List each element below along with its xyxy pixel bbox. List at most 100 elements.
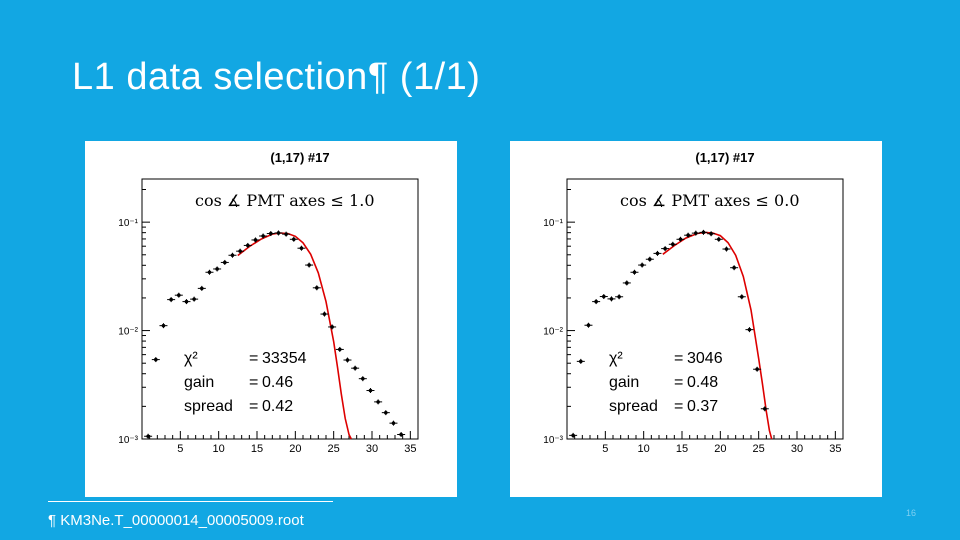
- x-tick-label: 35: [404, 443, 416, 455]
- data-marker: [161, 323, 166, 328]
- stat-equals: =: [674, 398, 683, 415]
- footnote: ¶ KM3Ne.T_00000014_00005009.root: [48, 512, 304, 529]
- data-point: [289, 236, 298, 242]
- data-marker: [586, 323, 591, 328]
- data-point: [584, 322, 593, 328]
- data-point: [190, 296, 199, 302]
- data-point: [251, 237, 260, 243]
- x-axis-ticks: 5 10 15 20 25 30 35: [574, 431, 841, 455]
- data-marker: [384, 410, 388, 415]
- data-point: [274, 230, 283, 236]
- data-point: [707, 231, 716, 237]
- data-marker: [269, 231, 273, 236]
- stat-label: χ²: [609, 350, 623, 367]
- data-point: [615, 294, 624, 300]
- x-tick-label: 35: [829, 443, 841, 455]
- data-point: [381, 410, 390, 416]
- data-marker: [230, 253, 235, 258]
- plot-panel-left: (1,17) #17 5 10 15 20 25 30 35 10⁻¹ 10⁻² 10⁻³ cos ∡…: [85, 141, 457, 497]
- data-marker: [276, 231, 281, 235]
- data-point: [282, 231, 291, 237]
- data-point: [366, 388, 375, 394]
- x-tick-label: 30: [791, 443, 803, 455]
- stat-value: 0.37: [687, 398, 718, 415]
- y-axis-ticks: 10⁻¹ 10⁻² 10⁻³: [118, 189, 150, 446]
- data-marker: [609, 297, 614, 301]
- data-marker: [701, 230, 706, 235]
- x-tick-label: 20: [289, 443, 301, 455]
- data-point: [691, 230, 700, 236]
- data-point: [213, 266, 222, 272]
- data-marker: [368, 388, 373, 393]
- stat-equals: =: [249, 374, 258, 391]
- data-point: [745, 327, 754, 333]
- data-point: [730, 265, 739, 271]
- data-point: [737, 294, 746, 300]
- data-point: [638, 262, 647, 268]
- x-tick-label: 20: [714, 443, 726, 455]
- data-point: [661, 246, 670, 252]
- data-marker: [322, 312, 327, 316]
- data-marker: [223, 260, 227, 265]
- data-marker: [315, 286, 319, 290]
- data-point: [576, 358, 585, 364]
- footnote-divider: [48, 501, 333, 502]
- data-point: [569, 432, 578, 438]
- data-marker: [755, 367, 759, 372]
- data-point: [151, 357, 160, 363]
- page-number: 16: [906, 508, 917, 518]
- data-point: [320, 311, 329, 317]
- x-tick-label: 30: [366, 443, 378, 455]
- data-marker: [292, 237, 296, 242]
- data-point: [351, 365, 360, 371]
- x-tick-label: 10: [638, 443, 650, 455]
- x-tick-label: 15: [251, 443, 263, 455]
- data-marker: [709, 231, 713, 236]
- data-marker: [376, 400, 380, 404]
- stat-label: spread: [184, 398, 233, 415]
- data-marker: [299, 246, 304, 251]
- data-marker: [732, 265, 736, 270]
- y-tick-label: 10⁻¹: [118, 218, 138, 229]
- data-point: [599, 294, 608, 300]
- data-marker: [177, 293, 181, 297]
- data-marker: [747, 327, 752, 332]
- stat-value: 33354: [262, 350, 307, 367]
- data-point: [159, 323, 168, 329]
- fit-curve: [662, 231, 773, 440]
- data-point: [684, 232, 693, 238]
- data-marker: [330, 325, 334, 329]
- data-point: [676, 236, 685, 242]
- y-tick-label: 10⁻²: [118, 327, 138, 338]
- data-marker: [571, 433, 575, 438]
- fit-curve: [237, 232, 353, 440]
- data-marker: [655, 251, 660, 256]
- x-tick-label: 25: [753, 443, 765, 455]
- data-marker: [192, 297, 196, 301]
- data-marker: [640, 263, 644, 267]
- data-point: [760, 406, 769, 412]
- data-marker: [602, 294, 606, 299]
- data-marker: [238, 249, 242, 253]
- data-point: [668, 241, 677, 247]
- x-tick-label: 5: [177, 443, 183, 455]
- stat-equals: =: [674, 374, 683, 391]
- data-point: [297, 245, 306, 251]
- data-marker: [686, 233, 690, 237]
- x-axis-ticks: 5 10 15 20 25 30 35: [149, 431, 416, 455]
- data-marker: [184, 299, 189, 304]
- data-marker: [763, 406, 767, 411]
- stat-label: χ²: [184, 350, 198, 367]
- data-point: [174, 292, 183, 298]
- data-point: [343, 357, 352, 363]
- data-marker: [353, 366, 357, 370]
- data-marker: [399, 432, 403, 437]
- data-point: [167, 297, 176, 303]
- data-point: [305, 262, 314, 268]
- data-marker: [200, 286, 204, 291]
- y-tick-label: 10⁻³: [543, 435, 563, 446]
- data-marker: [594, 299, 598, 304]
- data-marker: [579, 359, 583, 364]
